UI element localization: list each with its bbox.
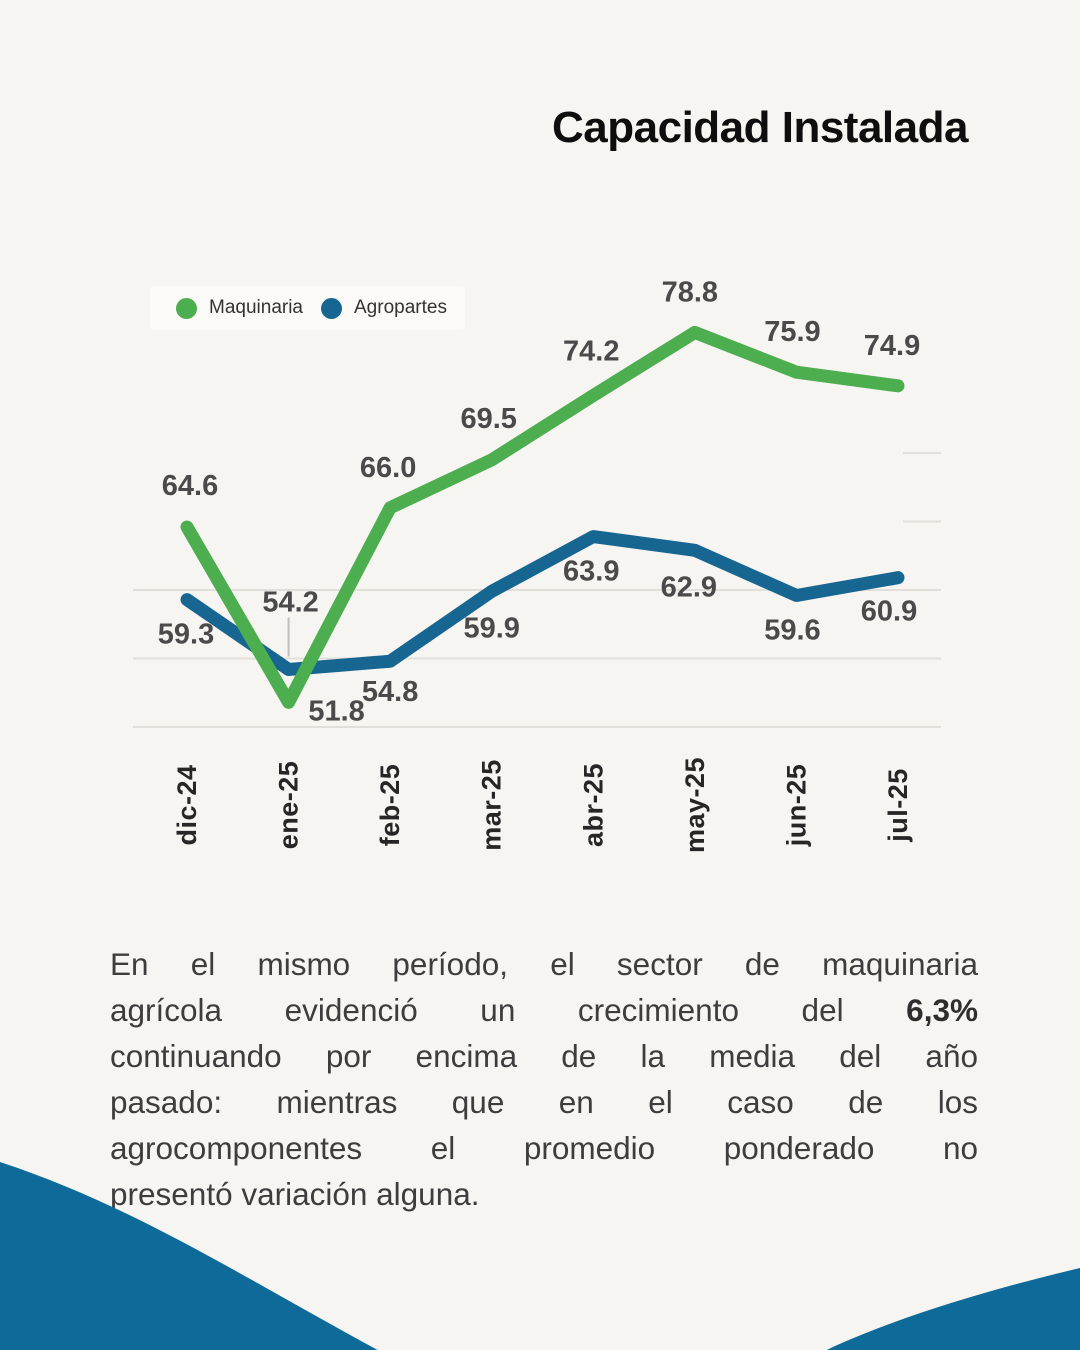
x-axis-label-dic-24: dic-24: [172, 764, 202, 845]
data-label-maquinaria-jun-25: 75.9: [764, 316, 820, 348]
x-axis-label-jun-25: jun-25: [781, 764, 811, 848]
legend-item-maquinaria: Maquinaria: [176, 297, 303, 319]
x-axis-label-may-25: may-25: [680, 757, 710, 853]
x-axis-label-jul-25: jul-25: [883, 768, 913, 843]
data-label-maquinaria-jul-25: 74.9: [864, 330, 920, 362]
series-line-maquinaria: [180, 325, 905, 709]
body-line-text: agrícola evidenció un crecimiento del: [110, 992, 844, 1028]
x-axis-label-ene-25: ene-25: [274, 761, 304, 850]
data-label-maquinaria-abr-25: 74.2: [563, 335, 619, 367]
maquinaria-legend-label: Maquinaria: [209, 297, 303, 318]
data-label-agropartes-abr-25: 63.9: [563, 556, 619, 588]
data-label-maquinaria-dic-24: 64.6: [162, 470, 218, 502]
data-label-agropartes-dic-24: 59.3: [158, 619, 214, 651]
data-label-maquinaria-may-25: 78.8: [662, 276, 718, 308]
agropartes-dot-icon: [321, 297, 342, 319]
capacity-line-chart: 64.6 51.8 66.0 69.5 74.2 78.8 75.9 74.9 59.3 54.2…: [133, 276, 941, 853]
caption-paragraph: En el mismo período, el sector de maquin…: [110, 941, 978, 1217]
growth-percentage: 6,3%: [906, 992, 978, 1028]
x-axis-label-abr-25: abr-25: [578, 763, 608, 847]
data-label-agropartes-may-25: 62.9: [661, 571, 717, 603]
body-line: pasado: mientras que en el caso de los: [110, 1084, 978, 1120]
data-label-agropartes-jun-25: 59.6: [764, 614, 820, 646]
legend-item-agropartes: Agropartes: [321, 297, 447, 319]
body-line: En el mismo período, el sector de maquin…: [110, 946, 978, 982]
data-label-agropartes-jul-25: 60.9: [861, 596, 917, 628]
agropartes-legend-label: Agropartes: [354, 297, 447, 318]
maquinaria-dot-icon: [176, 297, 197, 319]
data-label-maquinaria-mar-25: 69.5: [460, 403, 516, 435]
data-label-maquinaria-feb-25: 66.0: [360, 452, 416, 484]
body-line: agrícola evidenció un crecimiento del 6,…: [110, 987, 978, 1033]
chart-legend: Maquinaria Agropartes: [150, 286, 465, 330]
data-label-agropartes-feb-25: 54.8: [362, 676, 418, 708]
x-axis-label-mar-25: mar-25: [477, 759, 507, 851]
data-label-agropartes-mar-25: 59.9: [463, 612, 519, 644]
x-axis-label-feb-25: feb-25: [375, 764, 405, 847]
body-line: continuando por encima de la media del a…: [110, 1038, 978, 1074]
body-line: agrocomponentes el promedio ponderado no: [110, 1130, 978, 1166]
data-label-agropartes-ene-25: 54.2: [262, 586, 318, 618]
page-title: Capacidad Instalada: [552, 103, 968, 152]
body-line: presentó variación alguna.: [110, 1176, 480, 1212]
data-label-maquinaria-ene-25: 51.8: [308, 695, 364, 727]
